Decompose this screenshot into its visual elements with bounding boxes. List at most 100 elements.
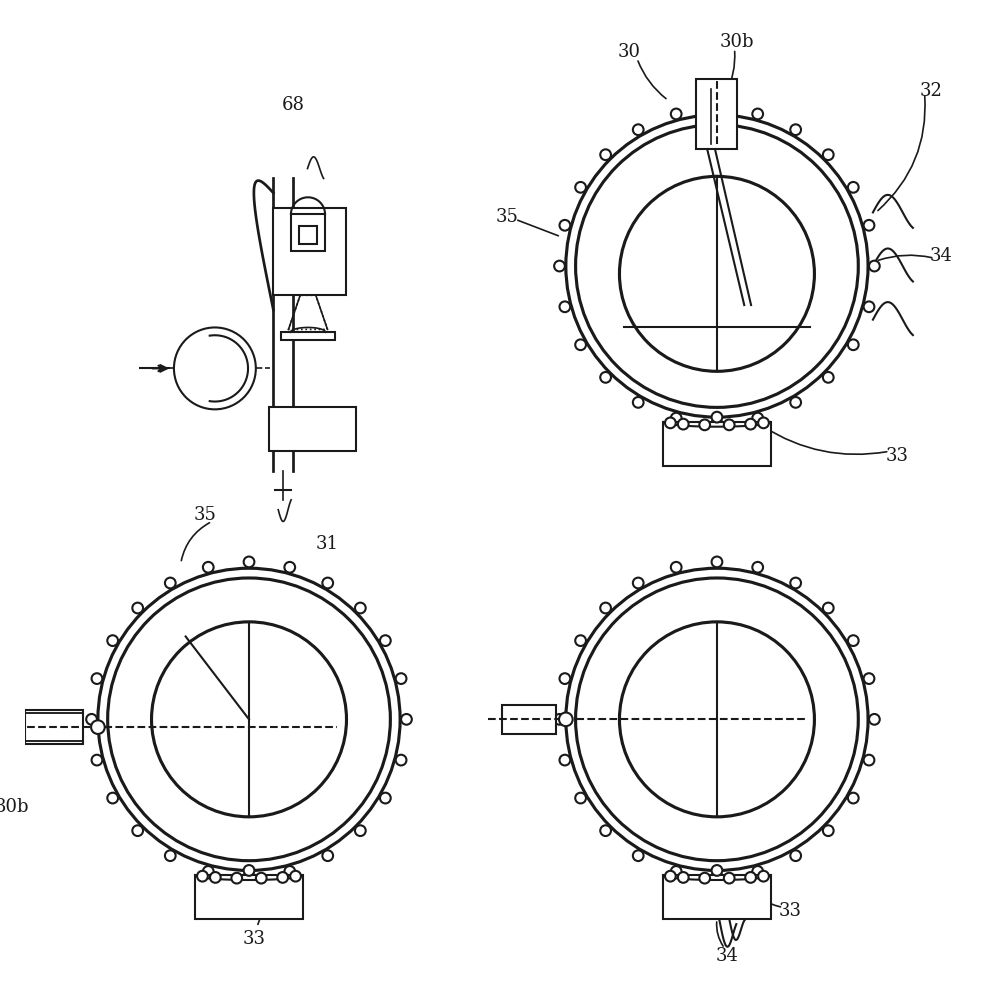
Bar: [503, 705, 556, 734]
Circle shape: [355, 825, 366, 836]
Circle shape: [600, 372, 611, 383]
Text: 35: 35: [193, 506, 217, 524]
Circle shape: [152, 622, 346, 817]
Circle shape: [633, 578, 644, 588]
Circle shape: [132, 825, 143, 836]
Text: 30: 30: [617, 43, 641, 61]
Circle shape: [864, 301, 875, 312]
Circle shape: [600, 825, 611, 836]
Circle shape: [752, 413, 763, 423]
Circle shape: [575, 182, 586, 193]
Circle shape: [758, 418, 769, 428]
Circle shape: [107, 635, 118, 646]
Bar: [299, 226, 317, 244]
Circle shape: [284, 866, 295, 877]
Circle shape: [91, 720, 105, 734]
Circle shape: [203, 562, 214, 573]
Circle shape: [678, 419, 688, 429]
Circle shape: [132, 603, 143, 613]
Circle shape: [823, 372, 833, 383]
Circle shape: [724, 873, 735, 884]
Bar: [25, 710, 83, 744]
Text: 30b: 30b: [0, 798, 30, 816]
Circle shape: [559, 673, 570, 684]
Circle shape: [758, 871, 769, 882]
Circle shape: [665, 871, 675, 882]
Bar: [664, 875, 770, 919]
Circle shape: [91, 561, 407, 878]
Circle shape: [670, 866, 681, 877]
Circle shape: [699, 873, 710, 884]
Circle shape: [745, 419, 756, 429]
Circle shape: [600, 603, 611, 613]
Circle shape: [864, 220, 875, 231]
Circle shape: [197, 871, 208, 882]
Circle shape: [670, 413, 681, 423]
Circle shape: [619, 176, 814, 371]
Text: 35: 35: [496, 208, 519, 226]
Circle shape: [558, 561, 876, 878]
Circle shape: [395, 755, 406, 765]
Circle shape: [670, 562, 681, 573]
Circle shape: [554, 714, 565, 725]
Circle shape: [823, 825, 833, 836]
Circle shape: [559, 755, 570, 765]
Circle shape: [791, 397, 801, 408]
Circle shape: [791, 578, 801, 588]
Circle shape: [712, 103, 723, 114]
Circle shape: [244, 865, 254, 876]
Circle shape: [712, 865, 723, 876]
Text: 68: 68: [281, 96, 305, 114]
Circle shape: [712, 871, 723, 882]
Circle shape: [823, 149, 833, 160]
Bar: [281, 332, 335, 340]
Circle shape: [380, 635, 390, 646]
Circle shape: [633, 397, 644, 408]
Circle shape: [575, 793, 586, 803]
Text: 32: 32: [920, 82, 943, 100]
Circle shape: [752, 109, 763, 119]
Circle shape: [575, 635, 586, 646]
Text: 31: 31: [316, 535, 338, 553]
Circle shape: [752, 866, 763, 877]
Circle shape: [791, 124, 801, 135]
Circle shape: [848, 339, 859, 350]
Circle shape: [256, 873, 266, 884]
Circle shape: [575, 339, 586, 350]
Circle shape: [244, 557, 254, 567]
Circle shape: [165, 578, 176, 588]
Circle shape: [290, 871, 301, 882]
Text: 30b: 30b: [719, 33, 753, 51]
Circle shape: [724, 419, 735, 430]
Circle shape: [355, 603, 366, 613]
Bar: [696, 79, 738, 149]
Circle shape: [619, 622, 814, 817]
Bar: [273, 208, 346, 295]
Circle shape: [232, 873, 243, 884]
Circle shape: [559, 220, 570, 231]
Circle shape: [864, 755, 875, 765]
Circle shape: [92, 673, 103, 684]
Circle shape: [633, 850, 644, 861]
Circle shape: [600, 149, 611, 160]
Circle shape: [380, 793, 390, 803]
Circle shape: [559, 301, 570, 312]
Circle shape: [633, 124, 644, 135]
Text: 33: 33: [885, 447, 909, 465]
Circle shape: [848, 793, 859, 803]
Circle shape: [244, 871, 254, 882]
Circle shape: [86, 714, 97, 725]
Bar: [195, 875, 303, 919]
Circle shape: [752, 562, 763, 573]
Bar: [268, 407, 356, 451]
Circle shape: [165, 850, 176, 861]
Circle shape: [670, 109, 681, 119]
Circle shape: [848, 182, 859, 193]
Circle shape: [848, 635, 859, 646]
Circle shape: [678, 872, 688, 883]
Circle shape: [869, 714, 880, 725]
Circle shape: [277, 872, 288, 883]
Text: 34: 34: [715, 947, 739, 965]
Circle shape: [92, 755, 103, 765]
Circle shape: [395, 673, 406, 684]
